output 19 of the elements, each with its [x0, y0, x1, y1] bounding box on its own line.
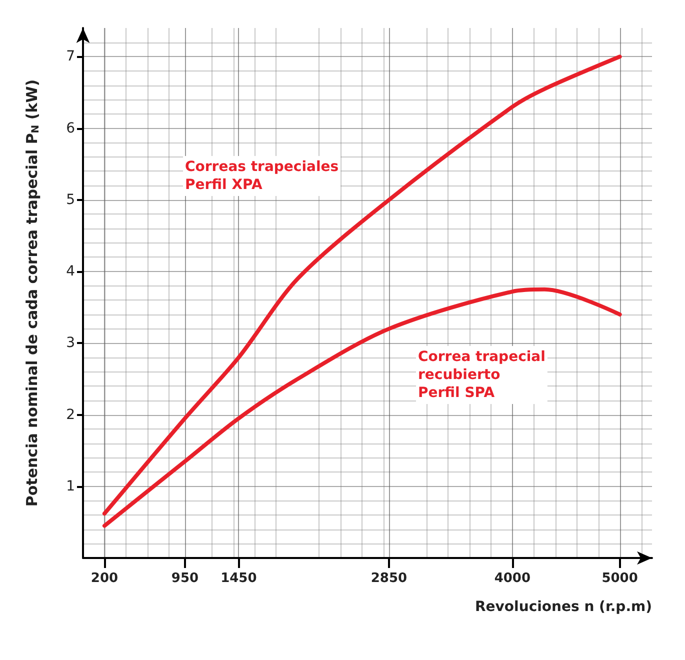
line-series	[102, 54, 622, 516]
x-tick-label: 2850	[370, 571, 408, 586]
x-tick-label: 5000	[602, 571, 638, 586]
y-tick-label: 1	[66, 478, 75, 494]
line-series	[102, 287, 622, 528]
x-tick-label: 200	[90, 571, 118, 586]
y-tick-label: 3	[66, 335, 75, 352]
x-tick-label: 950	[171, 571, 199, 586]
y-tick-label: 6	[66, 120, 76, 136]
y-axis-title: Potencia nominal de cada correa trapecial PN (kW)	[23, 79, 42, 507]
text: Correas trapeciales Perfil XPA	[185, 159, 339, 193]
y-tick-label: 4	[66, 264, 76, 280]
x-axis-title: Revoluciones n (r.p.m)	[475, 599, 652, 615]
y-tick-label: 7	[66, 48, 75, 65]
x-tick-label: 1450	[220, 571, 257, 586]
y-tick-label: 5	[66, 192, 75, 208]
text: Correa trapecial recubierto Perfil SPA	[418, 349, 546, 401]
x-tick-label: 4000	[494, 571, 531, 586]
y-tick-label: 2	[66, 406, 75, 423]
